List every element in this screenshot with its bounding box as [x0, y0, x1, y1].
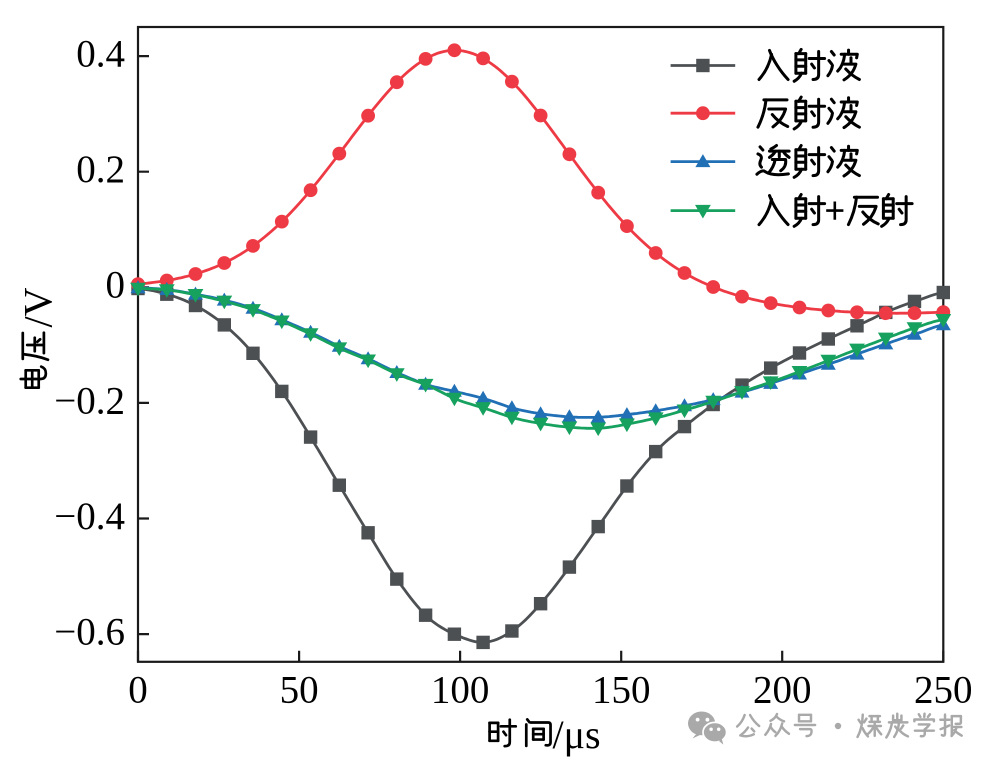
svg-text:50: 50 — [280, 668, 319, 711]
svg-text:100: 100 — [431, 668, 490, 711]
svg-text:−0.6: −0.6 — [54, 611, 125, 654]
svg-text:200: 200 — [753, 668, 812, 711]
svg-text:150: 150 — [592, 668, 651, 711]
svg-text:/μs: /μs — [553, 712, 601, 757]
svg-text:0: 0 — [106, 264, 126, 307]
svg-text:−0.2: −0.2 — [54, 379, 125, 422]
svg-text:250: 250 — [914, 668, 973, 711]
svg-text:0.4: 0.4 — [76, 33, 125, 76]
svg-text:/V: /V — [16, 287, 61, 327]
svg-text:−0.4: −0.4 — [54, 495, 125, 538]
svg-text:0.2: 0.2 — [76, 148, 125, 191]
svg-text:0: 0 — [128, 668, 148, 711]
